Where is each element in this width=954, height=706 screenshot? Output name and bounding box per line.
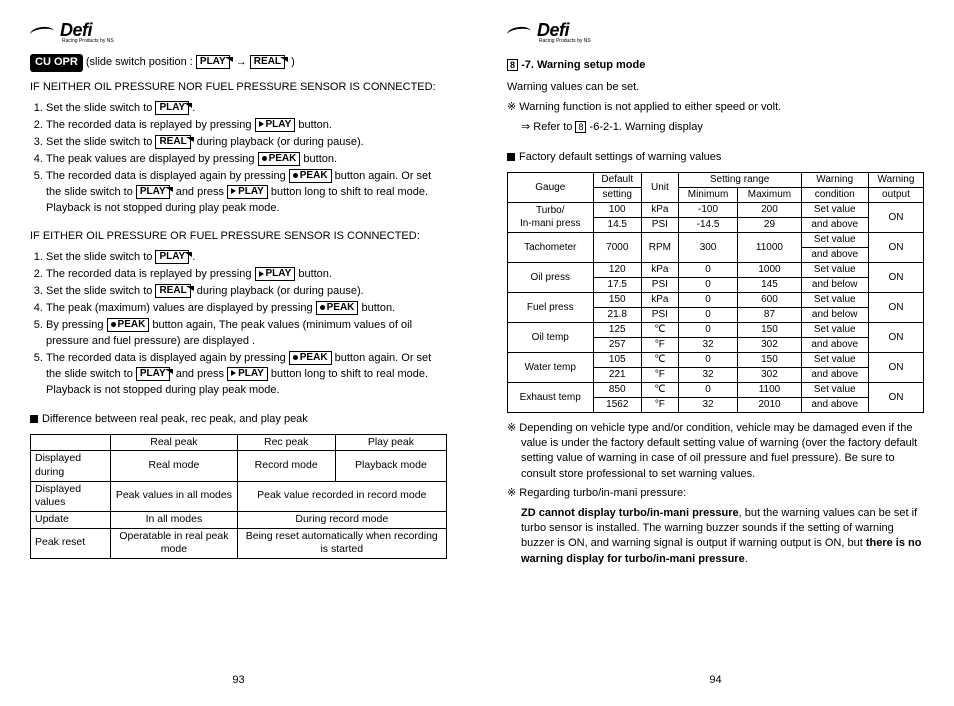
table-row: Displayed duringReal modeRecord modePlay…	[31, 451, 447, 481]
play-button-icon: PLAY	[255, 118, 296, 132]
list-item: The recorded data is displayed again by …	[46, 351, 447, 399]
note-text: ※ Warning function is not applied to eit…	[507, 100, 924, 116]
list-item: By pressing PEAK button again, The peak …	[46, 318, 447, 350]
table-row: Water temp105℃0150Set valueON	[508, 352, 924, 367]
table-row: Peak resetOperatable in real peak modeBe…	[31, 528, 447, 558]
list-2: Set the slide switch to PLAY. The record…	[30, 249, 447, 399]
bold-text: ZD cannot display turbo/in-mani pressure	[521, 507, 739, 519]
list-1: Set the slide switch to PLAY. The record…	[30, 100, 447, 218]
condition-1-heading: IF NEITHER OIL PRESSURE NOR FUEL PRESSUR…	[30, 80, 447, 96]
list-item: The recorded data is replayed by pressin…	[46, 267, 447, 283]
condition-2-heading: IF EITHER OIL PRESSURE OR FUEL PRESSURE …	[30, 229, 447, 245]
list-item: Set the slide switch to REAL during play…	[46, 135, 447, 151]
table-row: Real peakRec peakPlay peak	[31, 434, 447, 451]
page-number: 94	[507, 664, 924, 686]
square-bullet-icon	[30, 415, 38, 423]
section-number-icon: 8	[575, 121, 586, 133]
diff-heading: Difference between real peak, rec peak, …	[30, 412, 447, 428]
table-row: Tachometer7000RPM30011000Set valueON	[508, 232, 924, 247]
intro-text: Warning values can be set.	[507, 80, 924, 96]
list-item: The recorded data is displayed again by …	[46, 169, 447, 217]
play-button-icon: PLAY	[155, 101, 189, 115]
table-row: Displayed valuesPeak values in all modes…	[31, 481, 447, 511]
table-row: Oil temp125℃0150Set valueON	[508, 322, 924, 337]
slide-switch-line: CU OPR (slide switch position : PLAY → R…	[30, 54, 447, 72]
list-item: Set the slide switch to PLAY.	[46, 101, 447, 117]
section-heading: 8 -7. Warning setup mode	[507, 58, 924, 74]
logo-subtitle: Racing Products by NS	[62, 38, 114, 44]
arrow: →	[236, 56, 247, 68]
peak-button-icon: PEAK	[316, 301, 359, 315]
list-item: Set the slide switch to PLAY.	[46, 250, 447, 266]
page-left: Defi Racing Products by NS CU OPR (slide…	[0, 20, 477, 686]
note-1: ※ Depending on vehicle type and/or condi…	[507, 421, 924, 483]
logo-swoosh-icon	[30, 25, 56, 39]
table-row: Turbo/In-mani press100kPa-100200Set valu…	[508, 202, 924, 217]
table-row: Oil press120kPa01000Set valueON	[508, 262, 924, 277]
real-button-icon: REAL	[155, 284, 190, 298]
warning-values-table: Gauge Default Unit Setting range Warning…	[507, 172, 924, 413]
page-right: Defi Racing Products by NS 8 -7. Warning…	[477, 20, 954, 686]
square-bullet-icon	[507, 153, 515, 161]
list-item: The peak values are displayed by pressin…	[46, 152, 447, 168]
note-2-head: ※ Regarding turbo/in-mani pressure:	[507, 486, 924, 501]
logo: Defi Racing Products by NS	[507, 20, 924, 44]
list-item: The recorded data is replayed by pressin…	[46, 118, 447, 134]
table-heading: Factory default settings of warning valu…	[507, 150, 924, 166]
peak-button-icon: PEAK	[289, 351, 332, 365]
peak-button-icon: PEAK	[258, 152, 301, 166]
table-row: Gauge Default Unit Setting range Warning…	[508, 172, 924, 187]
page-number: 93	[30, 664, 447, 686]
peak-button-icon: PEAK	[107, 318, 150, 332]
table-row: Fuel press150kPa0600Set valueON	[508, 292, 924, 307]
play-button-icon: PLAY	[227, 185, 268, 199]
real-button-icon: REAL	[155, 135, 190, 149]
play-button-icon: PLAY	[136, 367, 170, 381]
table-row: Exhaust temp850℃01100Set valueON	[508, 382, 924, 397]
play-button-icon: PLAY	[255, 267, 296, 281]
note-2-body: ZD cannot display turbo/in-mani pressure…	[507, 506, 924, 568]
play-button-icon: PLAY	[136, 185, 170, 199]
section-number-icon: 8	[507, 59, 518, 71]
logo-text: Defi	[60, 20, 92, 40]
list-item: The peak (maximum) values are displayed …	[46, 301, 447, 317]
play-button-icon: PLAY	[155, 250, 189, 264]
slide-label: (slide switch position :	[86, 56, 193, 68]
refer-text: ⇒ Refer to 8 -6-2-1. Warning display	[507, 120, 924, 136]
real-button-icon: REAL	[250, 55, 285, 69]
peak-button-icon: PEAK	[289, 169, 332, 183]
logo: Defi Racing Products by NS	[30, 20, 447, 44]
play-button-icon: PLAY	[227, 367, 268, 381]
table-row: UpdateIn all modesDuring record mode	[31, 511, 447, 528]
play-button-icon: PLAY	[196, 55, 230, 69]
peak-diff-table: Real peakRec peakPlay peak Displayed dur…	[30, 434, 447, 559]
logo-swoosh-icon	[507, 25, 533, 39]
cu-opr-badge: CU OPR	[30, 54, 83, 72]
closing-paren: )	[291, 56, 295, 68]
logo-text: Defi	[537, 20, 569, 40]
logo-subtitle: Racing Products by NS	[539, 38, 591, 44]
list-item: Set the slide switch to REAL during play…	[46, 284, 447, 300]
